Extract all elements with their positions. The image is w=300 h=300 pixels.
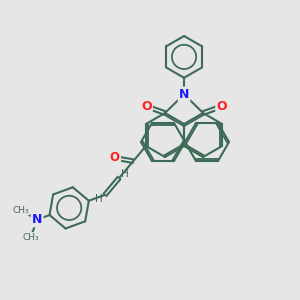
Text: CH₃: CH₃ [13, 206, 29, 215]
Text: N: N [32, 213, 42, 226]
Text: CH₃: CH₃ [22, 232, 39, 242]
Text: O: O [141, 100, 152, 113]
Text: O: O [110, 152, 120, 164]
Text: O: O [217, 100, 227, 113]
Text: H: H [95, 194, 103, 204]
Text: H: H [121, 169, 129, 179]
Text: N: N [179, 88, 189, 101]
